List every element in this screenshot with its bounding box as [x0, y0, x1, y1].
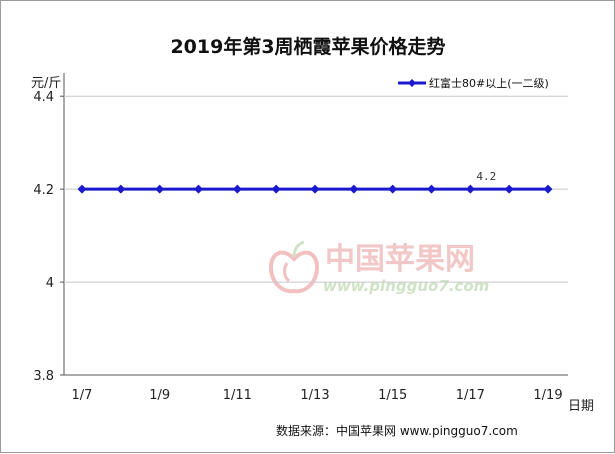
x-tick-label: 1/11 [223, 388, 252, 403]
x-tick-label: 1/9 [149, 388, 170, 403]
x-tick-label: 1/13 [300, 388, 329, 403]
chart-title: 2019年第3周栖霞苹果价格走势 [170, 35, 445, 58]
y-axis-label: 元/斤 [31, 76, 61, 91]
x-tick-label: 1/19 [533, 388, 562, 403]
data-point [465, 184, 475, 194]
data-point [427, 184, 436, 194]
series-group [77, 184, 553, 194]
watermark-text: 中国苹果网 [325, 242, 475, 277]
data-point [155, 184, 165, 194]
data-point [232, 184, 242, 194]
watermark-url: www.pingguo7.com [323, 277, 489, 295]
data-point [310, 184, 320, 194]
data-point [116, 184, 126, 194]
data-point [543, 184, 553, 194]
y-tick-label: 4 [46, 276, 54, 291]
x-tick-labels: 1/7 1/9 1/11 1/13 1/15 1/17 1/19 [72, 388, 563, 403]
source-text: 数据来源：中国苹果网 www.pingguo7.com [276, 423, 518, 438]
data-point [349, 184, 359, 194]
data-point [504, 184, 514, 194]
x-tick-label: 1/7 [72, 388, 93, 403]
data-point [271, 184, 281, 194]
data-point [388, 184, 398, 194]
y-tick-label: 3.8 [33, 369, 54, 384]
legend-marker [408, 79, 416, 87]
apple-logo-icon [268, 240, 320, 294]
y-tick-label: 4.2 [33, 183, 54, 198]
data-label: 4.2 [476, 170, 496, 183]
x-tick-label: 1/15 [378, 388, 407, 403]
y-tick-label: 4.4 [33, 90, 54, 105]
data-point [194, 184, 203, 194]
gridlines [60, 95, 568, 376]
legend: 红富士80#以上(一二级) [398, 76, 549, 90]
legend-label: 红富士80#以上(一二级) [429, 76, 549, 90]
x-axis-label: 日期 [568, 399, 594, 414]
x-tick-label: 1/17 [456, 388, 485, 403]
data-labels: 4.2 [476, 170, 496, 183]
watermark: 中国苹果网 www.pingguo7.com [268, 240, 489, 295]
data-point [77, 184, 87, 194]
y-tick-labels: 3.8 4 4.2 4.4 [33, 90, 54, 384]
